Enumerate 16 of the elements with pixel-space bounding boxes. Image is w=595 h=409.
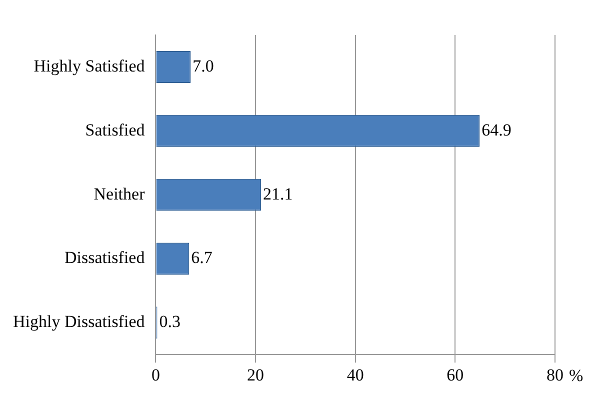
data-label: 64.9 xyxy=(482,120,512,140)
x-tick-label: 20 xyxy=(247,365,264,384)
x-tick-label: 80 xyxy=(546,365,564,384)
data-label: 0.3 xyxy=(159,312,180,332)
y-tick-label: Highly Dissatisfied xyxy=(12,312,146,332)
y-tick-label: Dissatisfied xyxy=(64,248,146,268)
x-tick-label: 0 xyxy=(151,365,160,384)
data-label: 7.0 xyxy=(192,56,214,76)
x-tick-label: 60 xyxy=(446,365,464,384)
y-tick-label: Highly Satisfied xyxy=(34,56,146,76)
data-label: 21.1 xyxy=(263,184,293,204)
x-axis-title: % xyxy=(569,366,584,386)
x-tick-label: 40 xyxy=(346,365,364,384)
y-tick-label: Satisfied xyxy=(85,120,146,140)
y-tick-label: Neither xyxy=(94,184,146,204)
data-label: 6.7 xyxy=(191,248,213,268)
